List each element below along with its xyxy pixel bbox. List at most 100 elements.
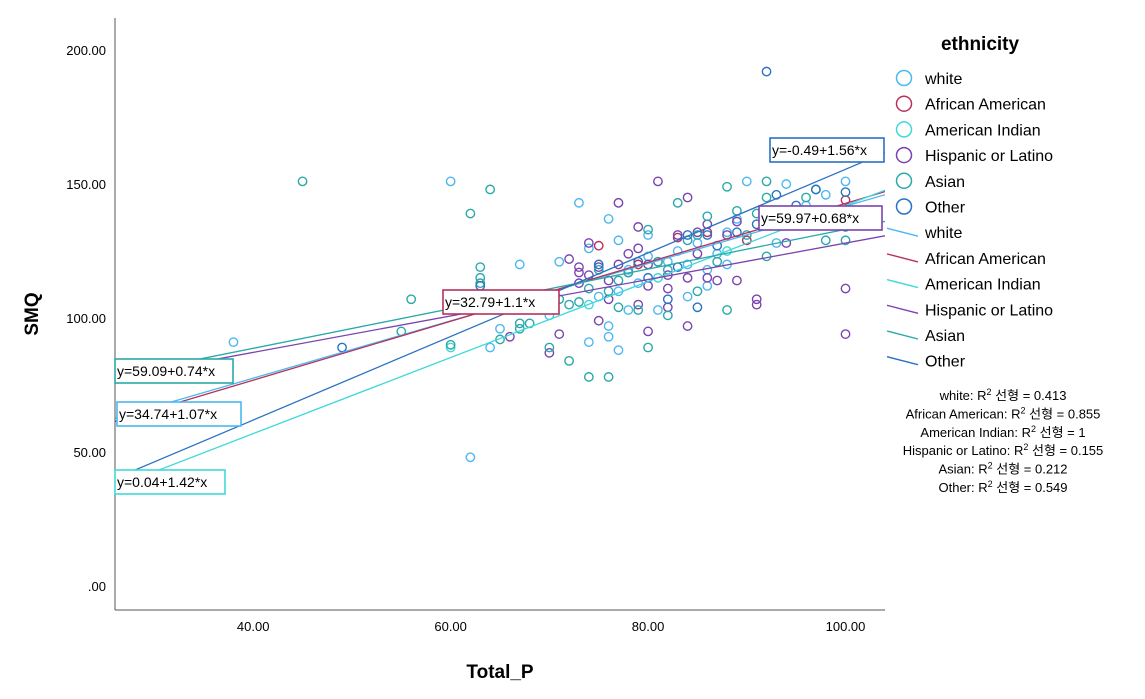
data-point-white [613, 235, 624, 246]
fit-label-box [442, 289, 560, 315]
y-tick-label: .00 [88, 579, 106, 594]
data-point-asian [643, 342, 653, 353]
data-point-hispanic-or-latino [702, 272, 713, 283]
legend-title: ethnicity [941, 34, 1020, 55]
data-point-asian [574, 297, 584, 307]
r2-line: African American: R2 선형 = 0.855 [906, 405, 1101, 421]
data-point-white [603, 214, 614, 224]
data-point-hispanic-or-latino [633, 243, 644, 254]
data-point-hispanic-or-latino [682, 272, 693, 283]
data-point-hispanic-or-latino [623, 248, 634, 259]
data-point-white [514, 259, 525, 270]
legend-marker-hispanic-or-latino: Hispanic or Latino [895, 146, 1053, 165]
x-tick-label: 80.00 [632, 619, 665, 634]
legend-marker-asian: Asian [895, 172, 965, 191]
x-tick-label: 40.00 [237, 619, 270, 634]
data-point-white [613, 345, 624, 356]
data-point-white [781, 179, 792, 189]
data-point-asian [297, 176, 308, 187]
fit-line-american-indian [115, 189, 885, 488]
data-point-hispanic-or-latino [613, 197, 624, 208]
data-point-white [603, 331, 614, 342]
legend-marker-icon [895, 146, 913, 164]
legend-label: African American [925, 97, 1046, 114]
data-point-hispanic-or-latino [712, 275, 723, 286]
data-point-white [583, 243, 594, 254]
data-point-white [445, 176, 456, 187]
data-point-other [702, 230, 713, 240]
data-point-asian [564, 355, 575, 366]
legend-label: Other [925, 354, 966, 371]
data-point-white [574, 197, 584, 208]
fit-equation-labels: y=34.74+1.07*x y=32.79+1.1*x y=0.04+1.42*x… [114, 137, 885, 495]
data-point-white [554, 256, 565, 267]
data-point-asian [820, 235, 831, 246]
data-point-hispanic-or-latino [840, 329, 851, 339]
legend-marker-african-american: African American [895, 95, 1046, 114]
r2-line: white: R2 선형 = 0.413 [939, 387, 1067, 403]
data-point-asian [583, 372, 594, 382]
data-point-other [593, 259, 604, 270]
legend-line-other: Other [886, 354, 966, 371]
fit-label-other: y=-0.49+1.56*x [769, 137, 885, 163]
data-point-white [653, 305, 663, 315]
fit-label-asian: y=59.09+0.74*x [114, 358, 234, 384]
data-point-african-american [741, 235, 752, 246]
legend-label: American Indian [925, 277, 1041, 294]
data-point-asian [633, 305, 644, 315]
legend-label: Asian [925, 328, 965, 345]
data-point-hispanic-or-latino [653, 176, 663, 187]
legend-line-white: white [886, 225, 962, 242]
legend-marker-american-indian: American Indian [895, 121, 1041, 139]
data-point-white [722, 227, 732, 238]
data-point-asian [801, 192, 811, 203]
data-point-hispanic-or-latino [554, 329, 565, 339]
data-point-white [692, 238, 703, 248]
legend-label: Other [925, 200, 966, 217]
fit-label-african-american: y=32.79+1.1*x [442, 289, 560, 315]
data-point-hispanic-or-latino [682, 192, 693, 203]
data-point-hispanic-or-latino [692, 248, 703, 259]
data-point-asian [613, 302, 624, 313]
data-point-other [662, 294, 673, 305]
data-point-white [603, 321, 614, 331]
fit-label-text: y=59.09+0.74*x [117, 363, 215, 379]
legend-marker-white: white [895, 69, 962, 88]
data-point-other [810, 184, 821, 195]
plot-marks [228, 66, 851, 463]
data-point-white [465, 452, 476, 463]
data-point-hispanic-or-latino [593, 262, 604, 273]
data-point-hispanic-or-latino [751, 299, 762, 310]
fit-line-other [115, 152, 885, 480]
data-point-other [337, 342, 347, 353]
fit-label-text: y=0.04+1.42*x [117, 474, 207, 490]
legend-line-asian: Asian [886, 328, 965, 345]
data-point-hispanic-or-latino [692, 227, 703, 238]
data-point-hispanic-or-latino [574, 262, 584, 273]
data-point-african-american [593, 240, 604, 251]
data-point-hispanic-or-latino [583, 238, 594, 248]
y-tick-label: 150.00 [66, 177, 106, 192]
data-point-white [583, 337, 594, 348]
legend-marker-icon [895, 95, 913, 112]
data-point-asian [761, 176, 772, 187]
data-point-white [741, 176, 752, 187]
data-point-hispanic-or-latino [633, 222, 644, 232]
data-point-african-american [672, 232, 683, 243]
fit-label-text: y=32.79+1.1*x [445, 294, 535, 310]
data-point-asian [692, 286, 703, 297]
data-point-asian [722, 305, 732, 315]
legend-label: white [924, 71, 962, 88]
legend-line-icon [886, 253, 919, 263]
legend: ethnicity white African American American … [886, 34, 1103, 495]
legend-marker-other: Other [895, 198, 966, 217]
data-point-asian [613, 275, 624, 286]
data-point-asian [465, 208, 476, 219]
legend-line-icon [886, 304, 919, 314]
fit-label-box [758, 205, 883, 231]
data-point-hispanic-or-latino [840, 283, 851, 294]
data-point-asian [544, 342, 555, 353]
data-point-asian [712, 256, 723, 267]
data-point-asian [514, 318, 525, 329]
